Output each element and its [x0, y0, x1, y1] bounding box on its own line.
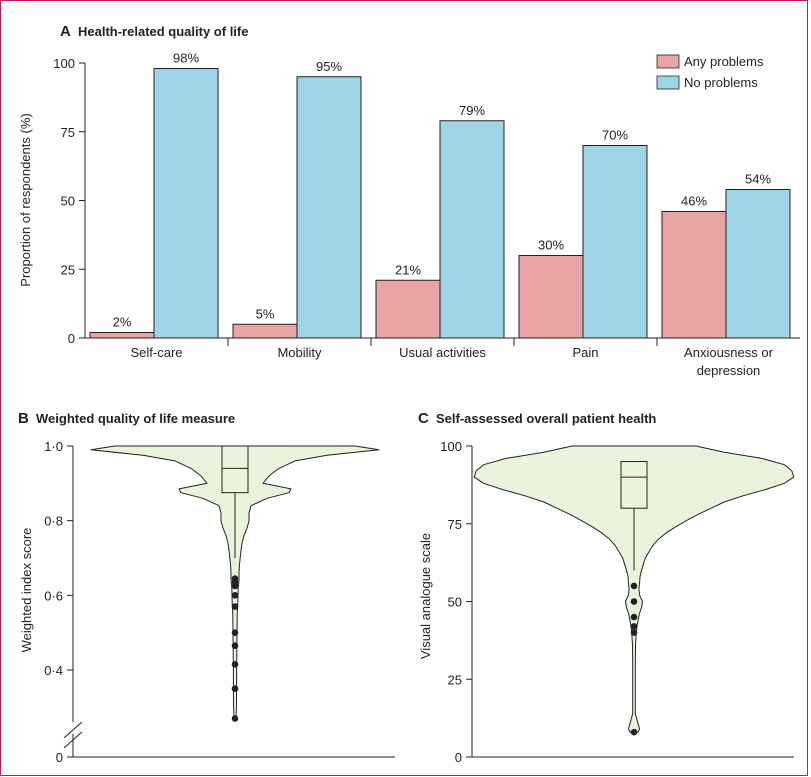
outlier-point: [231, 685, 239, 692]
y-tick-label: 0·8: [44, 514, 63, 529]
legend-label-any-problems: Any problems: [684, 54, 764, 69]
axis-break-mark: [63, 731, 83, 749]
panel-b-violin: [90, 445, 380, 722]
panel-a-y-axis-label: Proportion of respondents (%): [18, 113, 33, 286]
panel-b-y-axis-label: Weighted index score: [19, 528, 34, 653]
panel-a-y-tick-label: 25: [61, 262, 75, 277]
panel-a-y-tick-label: 50: [61, 194, 75, 209]
outlier-point: [231, 642, 239, 650]
bar-any-problems: [518, 255, 584, 339]
panel-c-violin-chart: C Self-assessed overall patient health V…: [418, 410, 795, 765]
panel-a-category-label: Self-care: [130, 345, 182, 360]
panel-a-category-labels: Self-care Mobility Usual activities Pain Anx…: [130, 345, 773, 378]
panel-a-bar-chart: A Health-related quality of life Proport…: [18, 23, 800, 378]
panel-c-y-axis-label: Visual analogue scale: [418, 533, 433, 659]
panel-a-y-tick-label: 100: [53, 56, 75, 71]
panel-a-category-label: depression: [697, 363, 761, 378]
outlier-point: [231, 582, 239, 590]
bar-no-problems: [725, 189, 791, 339]
y-tick-label-zero: 0: [56, 750, 63, 765]
panel-b-title: Weighted quality of life measure: [36, 411, 235, 426]
panel-c-violin: [473, 445, 795, 736]
panel-a-bars: [89, 68, 791, 339]
panel-a-category-label: Mobility: [277, 345, 322, 360]
bar-value-label: 46%: [681, 194, 707, 209]
panel-b-letter: B: [18, 410, 29, 427]
panel-c-letter: C: [418, 410, 429, 427]
bar-value-label: 21%: [395, 262, 421, 277]
bar-value-label: 5%: [256, 306, 275, 321]
bar-value-label: 95%: [316, 59, 342, 74]
panel-c-axes: 0 25 50 75 100: [440, 439, 794, 765]
outlier-point: [630, 728, 638, 736]
y-tick-label: 25: [448, 672, 462, 687]
outlier-point: [630, 582, 638, 590]
outlier-point: [231, 661, 239, 668]
y-tick-label: 75: [448, 517, 462, 532]
outlier-point: [630, 623, 638, 630]
box-iqr: [221, 445, 249, 494]
y-tick-label: 0·6: [44, 588, 63, 603]
panel-a-category-label: Anxiousness or: [684, 345, 774, 360]
box-iqr: [620, 461, 648, 509]
y-tick-label: 100: [440, 439, 462, 454]
panel-a-y-tick-label: 0: [68, 331, 75, 346]
bar-value-label: 2%: [113, 315, 132, 330]
panel-a-category-label: Usual activities: [399, 345, 486, 360]
bar-no-problems: [153, 68, 219, 339]
y-tick-label: 1·0: [44, 439, 63, 454]
outlier-point: [231, 603, 239, 610]
panel-a-data-labels: 2% 98% 5% 95% 21% 79% 30% 70% 46% 54%: [113, 51, 772, 330]
panel-a-title: Health-related quality of life: [78, 24, 248, 39]
y-tick-label: 50: [448, 595, 462, 610]
outlier-point: [630, 613, 638, 621]
panel-a-category-label: Pain: [572, 345, 598, 360]
panel-c-title: Self-assessed overall patient health: [436, 411, 656, 426]
legend-swatch-no-problems: [656, 75, 680, 90]
outlier-point: [630, 598, 638, 605]
bar-no-problems: [296, 76, 362, 339]
y-tick-label: 0: [455, 750, 462, 765]
bar-no-problems: [582, 145, 648, 339]
bar-any-problems: [661, 211, 727, 339]
y-tick-label: 0·4: [44, 663, 63, 678]
outlier-point: [630, 629, 638, 636]
bar-value-label: 98%: [173, 51, 199, 66]
bar-value-label: 30%: [538, 238, 564, 253]
bar-no-problems: [439, 120, 505, 339]
axis-break-mark: [63, 721, 83, 739]
bar-any-problems: [375, 279, 441, 339]
bar-any-problems: [89, 332, 155, 339]
bar-value-label: 54%: [745, 172, 771, 187]
bar-value-label: 79%: [459, 103, 485, 118]
panel-a-y-tick-label: 75: [61, 125, 75, 140]
bar-any-problems: [232, 323, 298, 339]
bar-value-label: 70%: [602, 128, 628, 143]
panel-b-violin-chart: B Weighted quality of life measure Weigh…: [18, 410, 395, 765]
panel-a-letter: A: [60, 23, 71, 40]
legend-label-no-problems: No problems: [684, 75, 758, 90]
outlier-point: [231, 592, 239, 599]
outlier-point: [231, 629, 239, 636]
legend-swatch-any-problems: [656, 54, 680, 69]
outlier-point: [231, 715, 239, 722]
panel-b-axes: 0·4 0·6 0·8 1·0 0: [44, 439, 395, 765]
panel-a-legend: Any problems No problems: [656, 54, 764, 90]
